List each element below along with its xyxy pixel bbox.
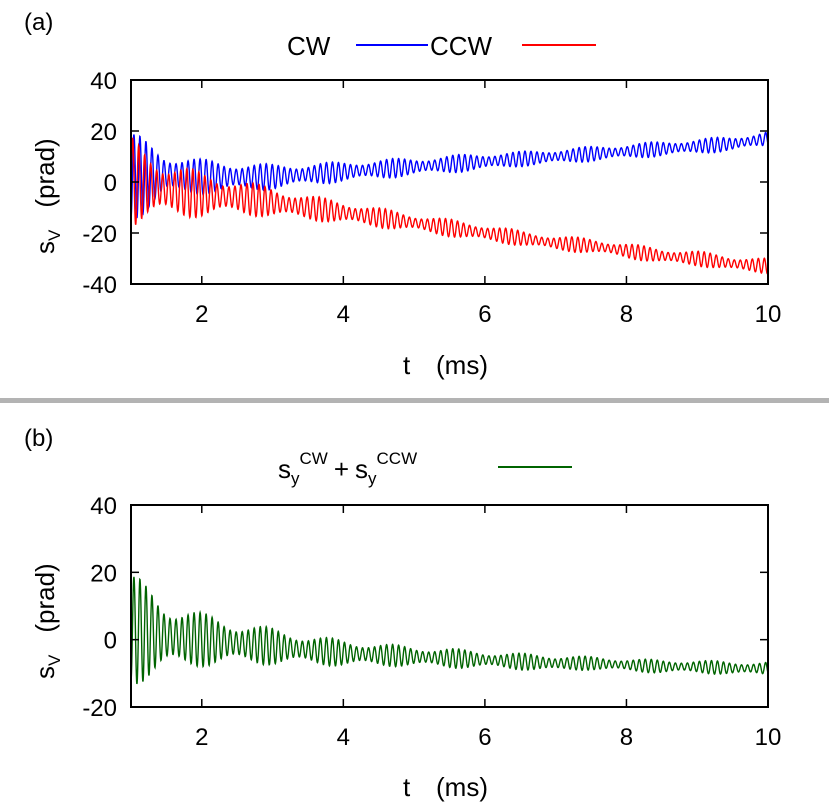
ylabel-a: sV (prad) [30,138,64,254]
plot-b-series-sy-cw-sy-ccw [131,576,768,685]
ylabel-a-main: s [30,241,60,254]
plot-a-xtick-label: 6 [478,301,491,328]
panel-label-b: (b) [24,425,53,452]
plot-a-ytick-label: -40 [82,272,117,299]
plot-a: 2 4 6 8 10 -40 -20 0 20 40 [82,68,781,328]
plot-b-xtick-label: 10 [755,724,782,751]
plot-a-series [131,131,768,275]
svg-text:sV(prad): sV (prad) [30,563,64,679]
plot-a-series-cw [131,131,768,219]
plot-a-xtick-label: 10 [755,301,782,328]
plot-b-ytick-label: 0 [104,628,117,655]
svg-text:sV(prad): sV (prad) [30,138,64,254]
plot-b-ytick-label: 20 [90,560,117,587]
plot-a-xtick-label: 4 [337,301,350,328]
plot-a-ytick-label: 20 [90,119,117,146]
ylabel-a-unit: (prad) [30,138,60,207]
ylabel-b: sV (prad) [30,563,64,679]
plot-b-ticks: 2 4 6 8 10 -20 0 20 40 [82,493,781,751]
panel-divider [0,398,829,403]
legend-a: CW CCW [287,31,596,61]
plot-a-ytick-label: 40 [90,68,117,95]
xlabel-a-unit: (ms) [436,350,488,380]
xlabel-b-main: t [403,772,411,802]
xlabel-a: t (ms) [403,350,488,380]
panel-label-a: (a) [24,9,53,36]
ylabel-b-unit: (prad) [30,563,60,632]
plot-a-ticks: 2 4 6 8 10 -40 -20 0 20 40 [82,68,781,328]
ylabel-b-main: s [30,666,60,679]
plot-b-ytick-label: -20 [82,695,117,722]
plot-b-xtick-label: 4 [337,724,350,751]
plot-a-ytick-label: 0 [104,170,117,197]
legend-label-cw: CW [287,31,331,61]
plot-a-ytick-label: -20 [82,221,117,248]
xlabel-a-main: t [403,350,411,380]
legend-label-ccw: CCW [430,31,493,61]
ylabel-b-sub: V [45,654,64,666]
plot-b-xtick-label: 8 [620,724,633,751]
plot-b-xtick-label: 6 [478,724,491,751]
legend-label-sum: syCW + syCCW [278,449,417,488]
plot-a-xtick-label: 2 [195,301,208,328]
plot-a-series-ccw [131,137,768,275]
plot-b-ytick-label: 40 [90,493,117,520]
plot-a-xtick-label: 8 [620,301,633,328]
xlabel-b: t (ms) [403,772,488,802]
xlabel-b-unit: (ms) [436,772,488,802]
plot-b: 2 4 6 8 10 -20 0 20 40 [82,493,781,751]
ylabel-a-sub: V [45,229,64,241]
plot-b-xtick-label: 2 [195,724,208,751]
legend-b: syCW + syCCW [278,449,572,488]
plot-b-frame [130,504,769,708]
plot-b-series [131,576,768,685]
